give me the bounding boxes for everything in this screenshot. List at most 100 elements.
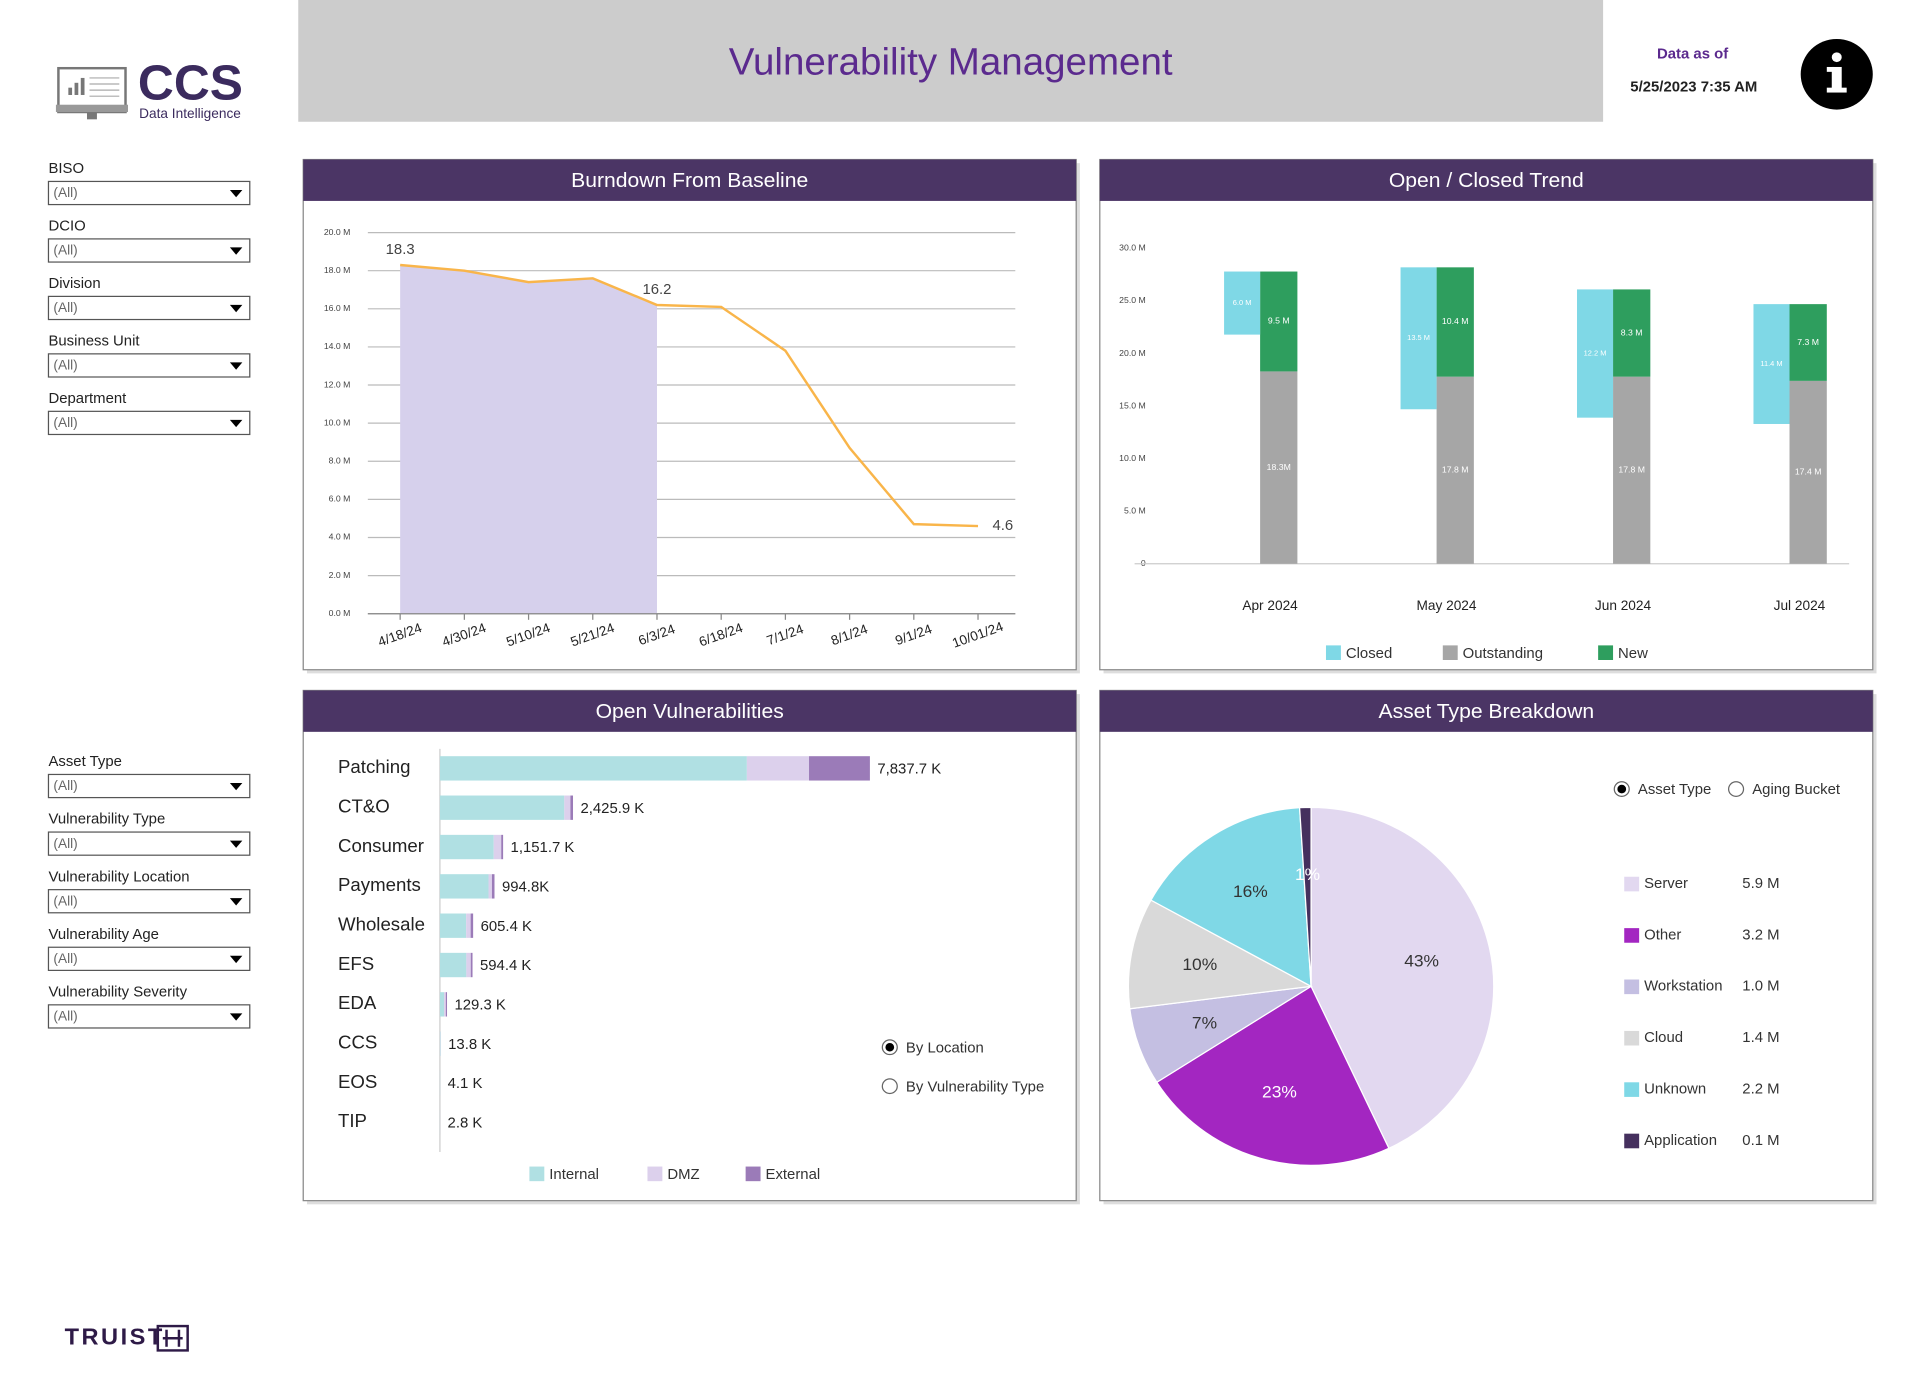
filter-dropdown[interactable] [47,353,251,378]
filter-value: (All) [53,778,77,793]
filter-dropdown[interactable] [47,410,251,436]
total-label: 1,151.7 K [511,840,575,856]
bar-segment [439,874,489,899]
filter-value: (All) [53,836,77,851]
panel-title: Asset Type Breakdown [1378,700,1594,723]
dropdown-arrow [229,189,243,198]
panel-title: Open / Closed Trend [1389,169,1584,192]
total-label: 2,425.9 K [580,801,644,817]
bar-closed [1400,267,1437,410]
legend-swatch [1624,1082,1640,1097]
y-tick-label: 5.0 M [1124,506,1146,516]
bar-segment [746,756,810,781]
y-tick-label: 8.0 M [329,456,351,466]
legend-amount: 1.0 M [1742,979,1779,995]
area [400,264,657,614]
data-label: 1% [1295,864,1320,884]
logo-icon [55,66,128,120]
filter-dropdown[interactable] [47,946,251,971]
footer-brand: TRUIST [65,1324,165,1350]
bar-segment [444,992,446,1017]
data-label: 18.3 [386,242,415,258]
y-tick-label: CCS [338,1032,377,1053]
filter-dropdown[interactable] [47,295,251,321]
data-as-of: 5/25/2023 7:35 AM [1630,80,1757,96]
total-label: 13.8 K [448,1037,491,1053]
total-label: 7,837.7 K [877,762,941,778]
y-tick-label: 15.0 M [1119,400,1146,410]
filter-dropdown[interactable] [47,773,251,799]
filter-dropdown[interactable] [47,831,251,856]
legend-amount: 3.2 M [1742,927,1779,943]
data-label: 12.2 M [1584,349,1607,358]
filter-dropdown[interactable] [47,180,251,206]
total-label: 994.8K [502,880,549,896]
legend-swatch [745,1166,761,1182]
filter-dropdown[interactable] [47,889,251,914]
page-title: Vulnerability Management [729,41,1173,84]
y-tick-label: 2.0 M [329,570,351,580]
filter-label: Asset Type [48,754,121,770]
radio-button[interactable] [881,1078,898,1095]
bar-segment [439,952,467,978]
pie-slice [1127,899,1314,1010]
line [400,263,979,528]
filter-dropdown[interactable] [47,1004,251,1029]
logo-subtext: Data Intelligence [139,106,241,121]
filter-dropdown[interactable] [47,238,251,263]
data-label: 17.8 M [1618,465,1645,475]
bar-new [1260,271,1298,372]
y-tick-label: Payments [338,874,421,895]
y-tick-label: Consumer [338,835,424,856]
bar-outstanding [1260,371,1298,564]
filter-value: (All) [53,951,77,966]
bar-segment [470,952,473,978]
dropdown-arrow [229,782,243,791]
y-tick-label: 6.0 M [329,494,351,504]
total-label: 605.4 K [481,919,533,935]
data-label: 4.6 [993,518,1014,534]
footer-logo [156,1324,189,1352]
y-tick-label: EOS [338,1071,377,1092]
panel [1099,158,1874,671]
info-button[interactable] [1800,38,1873,110]
legend-swatch [1598,645,1614,660]
y-tick-label: 30.0 M [1119,243,1146,253]
filter-value: (All) [53,243,77,258]
y-tick-label: 14.0 M [324,341,351,351]
data-label: 7.3 M [1797,337,1819,347]
panel-header [303,159,1077,201]
legend-swatch [1624,979,1640,995]
dropdown-arrow [229,955,243,964]
bar-segment [809,756,870,781]
filter-label: Vulnerability Type [48,812,165,828]
y-tick-label: TIP [338,1110,367,1131]
legend-label: Workstation [1644,979,1722,995]
legend-swatch [1442,645,1458,660]
radio-button[interactable] [1727,781,1745,797]
y-tick-label: 10.0 M [324,417,351,427]
bar-segment [493,834,502,860]
bar-segment [439,913,467,938]
bar-outstanding [1613,376,1651,564]
y-tick-label: Wholesale [338,914,425,935]
bar-segment [439,795,565,820]
data-label: 17.8 M [1442,465,1469,475]
legend-label: External [766,1167,821,1183]
dropdown-arrow [229,304,243,313]
panel-header [303,690,1077,732]
radio-label: By Vulnerability Type [906,1079,1044,1095]
bar-closed [1577,289,1614,418]
legend-label: Cloud [1644,1030,1683,1046]
panel-header [1099,159,1873,201]
filter-label: Division [48,276,100,292]
legend-swatch [647,1166,663,1182]
y-tick-label: 4.0 M [329,532,351,542]
filter-value: (All) [53,1009,77,1024]
y-tick-label: 20.0 M [1119,348,1146,358]
legend-label: Application [1644,1133,1717,1149]
y-tick-label: CT&O [338,796,390,817]
legend-label: Outstanding [1463,646,1543,662]
bar-segment [488,874,492,899]
